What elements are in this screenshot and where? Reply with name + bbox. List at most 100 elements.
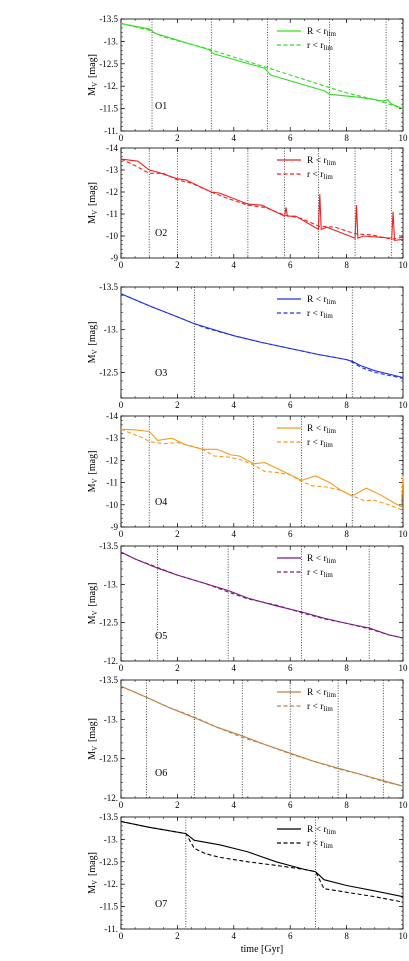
y-label-unit: [mag] bbox=[87, 54, 98, 78]
x-tick-label: 2 bbox=[175, 400, 180, 410]
x-tick-label: 8 bbox=[344, 800, 349, 810]
x-tick-label: 10 bbox=[399, 931, 409, 941]
panel-label: O6 bbox=[155, 768, 167, 779]
y-tick-label: -14 bbox=[106, 143, 118, 153]
x-tick-label: 6 bbox=[288, 931, 293, 941]
x-tick-label: 0 bbox=[119, 931, 124, 941]
legend-subscript: lim bbox=[327, 427, 337, 435]
legend-text: r < r bbox=[307, 839, 324, 849]
legend-text: R < r bbox=[307, 295, 327, 305]
y-tick-label: -13.5 bbox=[99, 541, 118, 551]
legend-text: R < r bbox=[307, 156, 327, 166]
y-tick-label: -12 bbox=[106, 187, 118, 197]
y-tick-label: -13. bbox=[104, 579, 118, 589]
y-label-subscript: V bbox=[91, 82, 99, 87]
x-tick-label: 6 bbox=[288, 800, 293, 810]
legend-label-solid: R < rlim bbox=[307, 295, 336, 306]
y-label-subscript: V bbox=[91, 746, 99, 751]
legend-text: r < r bbox=[307, 438, 324, 448]
x-tick-label: 4 bbox=[232, 663, 237, 673]
x-tick-label: 0 bbox=[119, 529, 124, 539]
legend-subscript: lim bbox=[327, 557, 337, 565]
x-tick-label: 0 bbox=[119, 260, 124, 270]
y-tick-label: -9 bbox=[111, 522, 119, 532]
x-tick-label: 6 bbox=[288, 260, 293, 270]
y-tick-label: -12.5 bbox=[99, 857, 118, 867]
series-line-R-lim bbox=[120, 820, 404, 898]
y-label-subscript: V bbox=[91, 478, 99, 483]
series-line-R-lim bbox=[120, 158, 404, 242]
x-tick-label: 0 bbox=[119, 663, 124, 673]
panel-label: O2 bbox=[155, 228, 167, 239]
panel-label: O3 bbox=[155, 368, 167, 379]
x-tick-label: 2 bbox=[175, 931, 180, 941]
y-tick-label: -11. bbox=[104, 126, 118, 136]
y-axis-label: MV [mag] bbox=[87, 583, 99, 625]
legend-label-solid: R < rlim bbox=[307, 27, 336, 38]
x-tick-label: 8 bbox=[344, 260, 349, 270]
legend-label-solid: R < rlim bbox=[307, 156, 336, 167]
y-tick-label: -13.5 bbox=[99, 282, 118, 292]
legend-text: R < r bbox=[307, 424, 327, 434]
x-tick-label: 2 bbox=[175, 800, 180, 810]
y-label-subscript: V bbox=[91, 610, 99, 615]
x-tick-label: 2 bbox=[175, 260, 180, 270]
y-label-subscript: V bbox=[91, 880, 99, 885]
y-tick-label: -11 bbox=[106, 478, 118, 488]
y-tick-label: -12. bbox=[104, 81, 118, 91]
x-axis-label: time [Gyr] bbox=[241, 944, 284, 955]
y-axis-label: MV [mag] bbox=[87, 54, 99, 96]
y-label-symbol: M bbox=[87, 483, 98, 492]
plot-frame bbox=[120, 816, 404, 930]
y-tick-label: -10 bbox=[106, 500, 118, 510]
legend-label-dashed: r < rlim bbox=[307, 41, 333, 52]
legend-subscript: lim bbox=[323, 312, 333, 320]
x-tick-label: 10 bbox=[399, 663, 409, 673]
series-line-r-lim bbox=[120, 820, 404, 903]
y-tick-label: -13. bbox=[104, 325, 118, 335]
y-label-unit: [mag] bbox=[87, 852, 98, 876]
panel-label: O1 bbox=[155, 101, 167, 112]
legend-label-solid: R < rlim bbox=[307, 688, 336, 699]
x-tick-label: 6 bbox=[288, 400, 293, 410]
x-tick-label: 6 bbox=[288, 663, 293, 673]
legend-label-solid: R < rlim bbox=[307, 424, 336, 435]
y-tick-label: -11 bbox=[106, 209, 118, 219]
y-label-symbol: M bbox=[87, 354, 98, 363]
x-tick-label: 8 bbox=[344, 663, 349, 673]
y-label-unit: [mag] bbox=[87, 182, 98, 206]
y-label-unit: [mag] bbox=[87, 322, 98, 346]
legend-label-solid: R < rlim bbox=[307, 554, 336, 565]
x-tick-label: 4 bbox=[232, 931, 237, 941]
x-tick-label: 10 bbox=[399, 800, 409, 810]
y-label-unit: [mag] bbox=[87, 451, 98, 475]
legend-text: r < r bbox=[307, 309, 324, 319]
y-axis-label: MV [mag] bbox=[87, 182, 99, 224]
legend-subscript: lim bbox=[323, 441, 333, 449]
legend-label-dashed: r < rlim bbox=[307, 702, 333, 713]
x-tick-label: 4 bbox=[232, 260, 237, 270]
legend-label-dashed: r < rlim bbox=[307, 839, 333, 850]
legend-text: r < r bbox=[307, 568, 324, 578]
y-label-unit: [mag] bbox=[87, 718, 98, 742]
y-tick-label: -13.5 bbox=[99, 812, 118, 822]
legend-subscript: lim bbox=[323, 44, 333, 52]
y-tick-label: -10 bbox=[106, 231, 118, 241]
series-line-r-lim bbox=[120, 293, 404, 379]
series-line-R-lim bbox=[120, 293, 404, 379]
legend-text: r < r bbox=[307, 170, 324, 180]
x-tick-label: 10 bbox=[399, 260, 409, 270]
y-tick-label: -13 bbox=[106, 433, 118, 443]
legend-subscript: lim bbox=[323, 842, 333, 850]
y-tick-label: -13.5 bbox=[99, 14, 118, 24]
legend-label-dashed: r < rlim bbox=[307, 170, 333, 181]
y-tick-label: -14 bbox=[106, 411, 118, 421]
y-tick-label: -9 bbox=[111, 253, 119, 263]
legend-label-dashed: r < rlim bbox=[307, 309, 333, 320]
legend-subscript: lim bbox=[323, 571, 333, 579]
x-tick-label: 0 bbox=[119, 400, 124, 410]
